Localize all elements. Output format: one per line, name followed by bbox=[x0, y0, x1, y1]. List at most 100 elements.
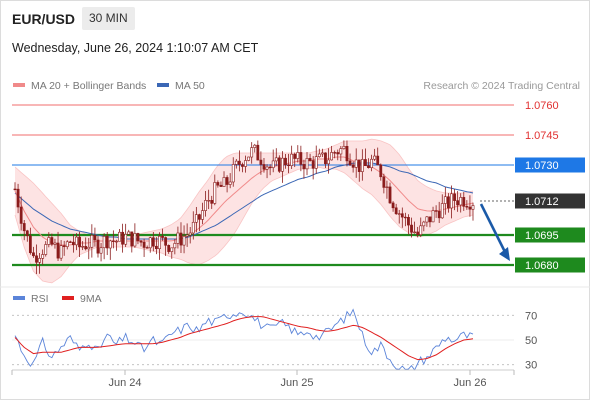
legend-ma20: MA 20 + Bollinger Bands bbox=[13, 80, 146, 92]
candle-body bbox=[44, 244, 48, 255]
candle-body bbox=[367, 165, 370, 168]
candle-body bbox=[118, 231, 121, 242]
candle-body bbox=[471, 205, 475, 210]
candle-body bbox=[327, 159, 330, 165]
candle-body bbox=[99, 247, 103, 254]
candle-body bbox=[281, 157, 284, 172]
candle-body bbox=[468, 206, 472, 210]
candle-body bbox=[75, 236, 78, 246]
candle-body bbox=[370, 158, 373, 168]
candle-body bbox=[32, 252, 35, 257]
candle-body bbox=[93, 235, 97, 241]
level-box-1.0695 bbox=[515, 227, 585, 243]
candle-body bbox=[124, 233, 128, 245]
candle-body bbox=[296, 152, 300, 159]
candle-body bbox=[391, 202, 395, 209]
candle-body bbox=[179, 232, 183, 246]
candle-body bbox=[96, 239, 100, 254]
rsi-tick-70: 70 bbox=[525, 310, 537, 322]
candle-body bbox=[345, 145, 349, 162]
candle-body bbox=[247, 156, 251, 161]
candle-body bbox=[65, 241, 69, 248]
candle-body bbox=[241, 164, 244, 167]
candle-body bbox=[151, 237, 155, 247]
candle-body bbox=[336, 152, 340, 155]
candle-body bbox=[115, 240, 118, 243]
candle-body bbox=[142, 241, 146, 248]
candle-body bbox=[385, 186, 389, 189]
candle-body bbox=[262, 164, 266, 170]
candle-body bbox=[22, 223, 26, 232]
level-label-1.0680: 1.0680 bbox=[525, 260, 559, 272]
ma20-swatch bbox=[13, 83, 25, 88]
candle-body bbox=[127, 231, 131, 235]
candle-body bbox=[330, 152, 334, 161]
candle-body bbox=[314, 156, 318, 169]
candle-body bbox=[407, 217, 410, 226]
level-label-1.0730: 1.0730 bbox=[525, 160, 559, 172]
candle-body bbox=[447, 196, 450, 209]
candle-body bbox=[287, 164, 290, 167]
candle-body bbox=[207, 200, 211, 202]
candle-body bbox=[274, 157, 278, 162]
candle-body bbox=[311, 160, 315, 169]
candle-body bbox=[102, 236, 106, 249]
candle-body bbox=[443, 196, 447, 204]
candle-body bbox=[216, 182, 220, 186]
legend-rsi: RSI bbox=[13, 293, 49, 305]
candle-body bbox=[139, 240, 143, 243]
ma50-label: MA 50 bbox=[175, 80, 205, 92]
candle-body bbox=[379, 164, 383, 178]
ma9-label: 9MA bbox=[80, 293, 102, 305]
candle-body bbox=[111, 240, 115, 242]
candle-body bbox=[308, 158, 312, 161]
candle-body bbox=[204, 200, 207, 211]
candle-body bbox=[148, 237, 152, 249]
candle-body bbox=[284, 157, 287, 166]
rsi-label: RSI bbox=[31, 293, 49, 305]
candle-body bbox=[228, 181, 232, 185]
candle-body bbox=[394, 207, 398, 215]
level-label-1.0745: 1.0745 bbox=[525, 130, 559, 142]
candle-body bbox=[400, 213, 404, 218]
candle-body bbox=[237, 160, 241, 165]
candle-body bbox=[56, 242, 60, 259]
candle-body bbox=[41, 254, 45, 259]
candle-body bbox=[219, 184, 223, 187]
candle-body bbox=[428, 216, 432, 223]
candle-body bbox=[317, 153, 321, 157]
candle-body bbox=[210, 200, 214, 204]
candle-body bbox=[299, 152, 303, 165]
candle-body bbox=[382, 176, 386, 188]
candle-body bbox=[28, 235, 32, 254]
candle-body bbox=[130, 231, 134, 247]
candle-body bbox=[320, 152, 324, 155]
candle-body bbox=[351, 164, 355, 168]
candle-body bbox=[450, 193, 453, 209]
candle-body bbox=[354, 159, 358, 168]
candle-body bbox=[53, 242, 57, 245]
candle-body bbox=[213, 182, 217, 204]
chart-header: EUR/USD 30 MIN bbox=[0, 0, 590, 36]
candle-body bbox=[305, 158, 309, 170]
candle-body bbox=[360, 159, 364, 172]
candle-body bbox=[198, 214, 201, 220]
candle-body bbox=[413, 231, 416, 234]
x-tick-label: Jun 26 bbox=[453, 377, 486, 389]
candle-body bbox=[277, 157, 281, 172]
candle-body bbox=[158, 235, 161, 250]
candle-body bbox=[161, 235, 164, 238]
candle-body bbox=[176, 232, 180, 244]
candle-body bbox=[188, 232, 192, 236]
candle-body bbox=[201, 210, 204, 220]
rsi-line bbox=[14, 308, 474, 371]
candle-body bbox=[136, 233, 140, 242]
rsi-tick-50: 50 bbox=[525, 335, 537, 347]
timeframe-badge[interactable]: 30 MIN bbox=[82, 7, 135, 30]
candle-body bbox=[87, 246, 91, 250]
candle-body bbox=[271, 160, 275, 168]
candle-body bbox=[256, 144, 260, 161]
x-tick-label: Jun 25 bbox=[280, 377, 313, 389]
candle-body bbox=[133, 233, 137, 247]
